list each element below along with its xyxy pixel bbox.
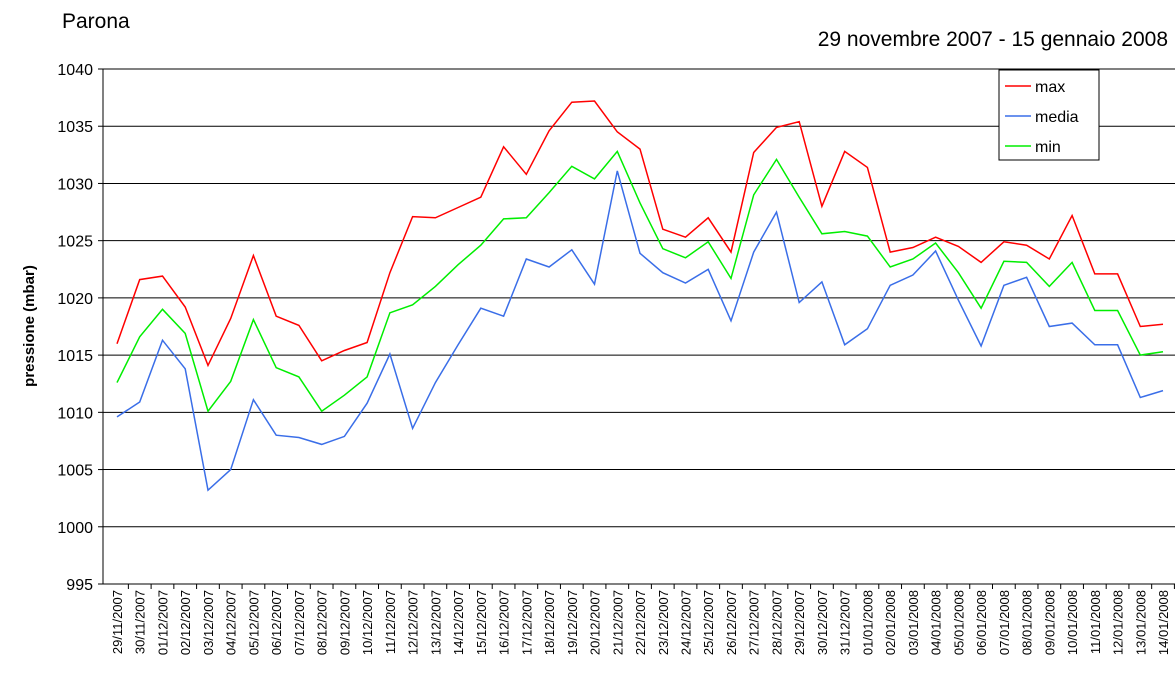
x-tick-label: 07/12/2007 (292, 590, 307, 655)
x-tick-label: 21/12/2007 (610, 590, 625, 655)
x-tick-label: 20/12/2007 (588, 590, 603, 655)
x-tick-label: 08/12/2007 (315, 590, 330, 655)
series-line (116, 149, 1164, 413)
x-tick-label: 05/12/2007 (246, 590, 261, 655)
x-tick-label: 19/12/2007 (565, 590, 580, 655)
x-tick-label: 09/01/2008 (1042, 590, 1057, 655)
x-tick-label: 29/12/2007 (792, 590, 807, 655)
y-tick-label: 1015 (57, 348, 93, 365)
x-tick-label: 04/12/2007 (224, 590, 239, 655)
x-tick-label: 17/12/2007 (519, 590, 534, 655)
x-tick-label: 15/12/2007 (474, 590, 489, 655)
x-tick-label: 02/01/2008 (883, 590, 898, 655)
x-tick-label: 08/01/2008 (1020, 590, 1035, 655)
legend-label: min (1035, 139, 1061, 156)
x-tick-label: 10/12/2007 (360, 590, 375, 655)
legend-box (998, 69, 1100, 161)
x-tick-label: 30/11/2007 (133, 590, 148, 654)
x-tick-label: 29/11/2007 (110, 590, 125, 654)
x-tick-label: 28/12/2007 (769, 590, 784, 655)
x-tick-label: 27/12/2007 (747, 590, 762, 655)
y-tick-label: 995 (66, 577, 93, 594)
chart-subtitle: 29 novembre 2007 - 15 gennaio 2008 (818, 28, 1168, 51)
x-tick-label: 26/12/2007 (724, 590, 739, 655)
y-tick-label: 1030 (57, 176, 93, 193)
x-tick-label: 12/01/2008 (1111, 590, 1126, 655)
y-tick-label: 1005 (57, 463, 93, 480)
y-tick-label: 1020 (57, 291, 93, 308)
series-line (116, 170, 1164, 492)
legend-label: media (1035, 109, 1079, 126)
x-tick-label: 03/12/2007 (201, 590, 216, 655)
y-tick-label: 1000 (57, 520, 93, 537)
x-tick-label: 30/12/2007 (815, 590, 830, 655)
x-tick-label: 16/12/2007 (497, 590, 512, 655)
x-tick-label: 01/12/2007 (155, 590, 170, 655)
x-tick-label: 14/12/2007 (451, 590, 466, 655)
x-tick-label: 23/12/2007 (656, 590, 671, 655)
x-tick-label: 03/01/2008 (906, 590, 921, 655)
x-tick-label: 04/01/2008 (929, 590, 944, 655)
x-tick-label: 18/12/2007 (542, 590, 557, 655)
x-tick-label: 01/01/2008 (860, 590, 875, 655)
y-tick-label: 1035 (57, 119, 93, 136)
x-tick-label: 06/01/2008 (974, 590, 989, 655)
x-tick-label: 31/12/2007 (838, 590, 853, 655)
y-tick-label: 1040 (57, 62, 93, 79)
x-tick-label: 02/12/2007 (178, 590, 193, 655)
x-tick-label: 07/01/2008 (997, 590, 1012, 655)
y-axis-label: pressione (mbar) (21, 265, 38, 387)
x-tick-label: 14/01/2008 (1156, 590, 1171, 655)
x-tick-label: 12/12/2007 (406, 590, 421, 655)
legend-label: max (1035, 79, 1065, 96)
x-tick-label: 09/12/2007 (337, 590, 352, 655)
x-tick-label: 11/12/2007 (383, 590, 398, 654)
series-line (116, 100, 1164, 368)
x-tick-label: 13/01/2008 (1133, 590, 1148, 655)
x-tick-label: 11/01/2008 (1088, 590, 1103, 654)
y-tick-label: 1010 (57, 405, 93, 422)
x-tick-label: 22/12/2007 (633, 590, 648, 655)
x-tick-label: 24/12/2007 (679, 590, 694, 655)
y-tick-label: 1025 (57, 234, 93, 251)
x-tick-label: 05/01/2008 (951, 590, 966, 655)
x-tick-label: 06/12/2007 (269, 590, 284, 655)
x-tick-label: 25/12/2007 (701, 590, 716, 655)
x-tick-label: 10/01/2008 (1065, 590, 1080, 655)
chart-title: Parona (62, 10, 130, 33)
x-tick-label: 13/12/2007 (428, 590, 443, 655)
